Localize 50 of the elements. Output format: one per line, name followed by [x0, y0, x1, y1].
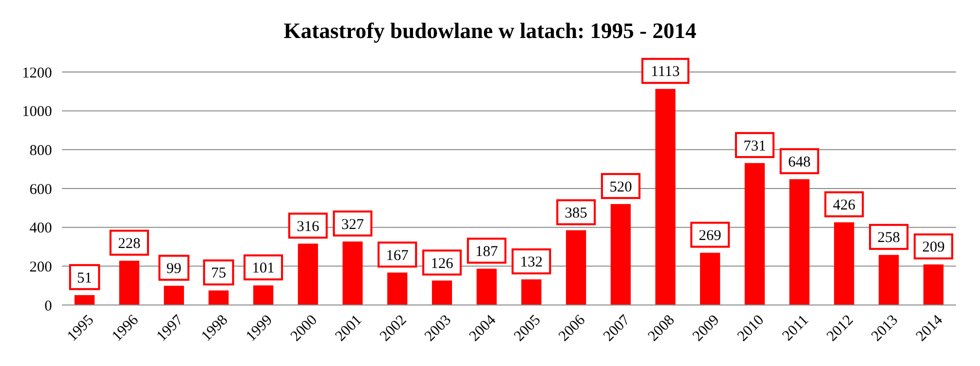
data-label: 187 — [475, 244, 498, 260]
data-label: 132 — [520, 254, 543, 271]
y-tick-label: 0 — [44, 298, 52, 314]
data-label: 167 — [386, 248, 410, 264]
bar — [387, 272, 408, 305]
bar — [610, 204, 631, 305]
bar — [476, 268, 497, 305]
data-label: 731 — [743, 138, 766, 154]
bar — [789, 179, 810, 305]
y-tick-label: 200 — [30, 259, 52, 276]
chart-title: Katastrofy budowlane w latach: 1995 - 2014 — [284, 18, 696, 43]
bar — [298, 244, 318, 305]
data-label: 228 — [118, 236, 140, 252]
data-label: 258 — [878, 230, 900, 246]
y-tick-label: 400 — [30, 220, 52, 237]
data-label: 209 — [922, 240, 945, 256]
x-tick-label: 2011 — [780, 312, 812, 344]
bar — [834, 222, 854, 305]
data-label: 316 — [296, 218, 320, 235]
data-label: 101 — [252, 260, 275, 277]
bar — [164, 286, 184, 305]
data-label: 51 — [77, 270, 92, 286]
data-label: 126 — [430, 256, 454, 272]
bar — [655, 88, 676, 305]
bar — [432, 280, 452, 305]
data-label: 327 — [341, 216, 364, 233]
bar — [342, 242, 363, 305]
bar — [566, 230, 586, 305]
data-label: 426 — [832, 198, 856, 214]
bar — [74, 295, 95, 305]
x-tick-label: 1999 — [243, 312, 276, 345]
data-label: 1113 — [650, 64, 680, 80]
data-label: 99 — [166, 261, 182, 278]
y-tick-label: 800 — [30, 142, 52, 159]
bar — [923, 264, 944, 305]
data-label: 385 — [564, 205, 588, 222]
y-tick-label: 1000 — [22, 104, 52, 120]
bar — [208, 290, 229, 305]
bar — [521, 279, 542, 305]
data-label: 75 — [211, 266, 226, 282]
data-label: 269 — [698, 228, 722, 244]
data-label: 648 — [788, 154, 811, 170]
bar — [253, 285, 274, 305]
data-label: 520 — [609, 179, 632, 196]
bar — [700, 252, 720, 305]
bar — [119, 260, 140, 305]
y-tick-label: 600 — [30, 182, 52, 198]
y-tick-label: 1200 — [22, 65, 52, 82]
bar — [878, 254, 899, 305]
bar — [744, 163, 765, 305]
